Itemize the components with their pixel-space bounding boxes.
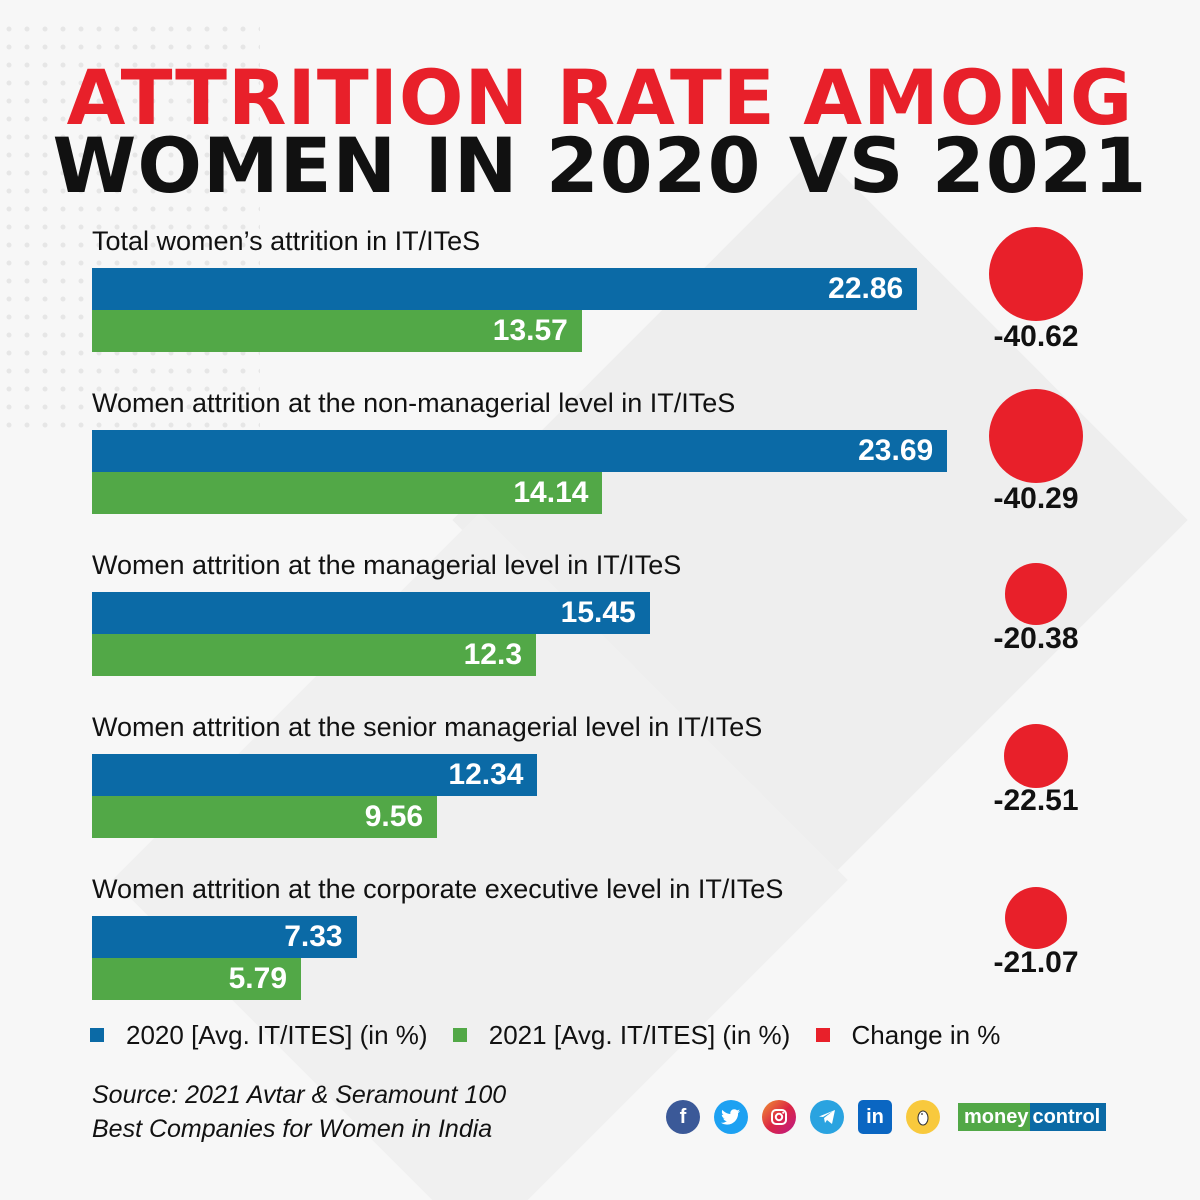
change-circle <box>988 388 1084 484</box>
legend-item-2020: 2020 [Avg. IT/ITES] (in %) <box>90 1020 428 1051</box>
change-value-label: -40.29 <box>993 482 1079 515</box>
category-label: Women attrition at the non-managerial le… <box>92 388 736 418</box>
bar-2021: 5.79 <box>92 958 302 1000</box>
legend-item-change: Change in % <box>815 1019 1001 1051</box>
source-line-2: Best Companies for Women in India <box>92 1115 493 1143</box>
bar-value-label-2020: 7.33 <box>284 920 343 953</box>
bar-value-label-2021: 5.79 <box>228 962 288 995</box>
title-line-2: WOMEN IN 2020 VS 2021 <box>52 121 1148 210</box>
legend-swatch-change <box>815 1028 830 1042</box>
bar-2020: 7.33 <box>92 916 357 958</box>
bar-2020: 12.34 <box>92 754 538 796</box>
bar-value-label-2021: 12.3 <box>463 638 523 671</box>
source-line-1: Source: 2021 Avtar & Seramount 100 <box>92 1081 507 1109</box>
social-links: f in money control <box>666 1100 1107 1134</box>
category-group: Women attrition at the senior managerial… <box>92 714 1112 864</box>
bar-value-label-2020: 23.69 <box>858 434 934 467</box>
bar-value-label-2020: 15.45 <box>560 596 636 629</box>
legend-item-2021: 2021 [Avg. IT/ITES] (in %) <box>452 1019 791 1051</box>
category-label: Total women’s attrition in IT/ITeS <box>92 226 481 256</box>
category-label: Women attrition at the senior managerial… <box>92 712 763 742</box>
change-value-label: -40.62 <box>993 320 1079 353</box>
change-circle <box>1003 723 1069 789</box>
facebook-icon[interactable]: f <box>666 1100 700 1134</box>
title-line-1: ATTRITION RATE AMONG <box>66 53 1134 142</box>
change-value-label: -21.07 <box>993 946 1079 979</box>
category-group: Women attrition at the non-managerial le… <box>92 388 1112 540</box>
legend: 2020 [Avg. IT/ITES] (in %) 2021 [Avg. IT… <box>90 1018 1018 1051</box>
legend-swatch-2020 <box>90 1028 104 1042</box>
bar-value-label-2021: 13.57 <box>492 314 568 347</box>
change-circle <box>1005 563 1067 625</box>
bar-2021: 14.14 <box>92 472 603 514</box>
dot-pattern <box>0 20 260 440</box>
category-group: Women attrition at the managerial level … <box>92 552 1112 702</box>
bar-2020: 23.69 <box>92 430 948 472</box>
category-label: Women attrition at the managerial level … <box>92 550 682 580</box>
brand-control: control <box>1030 1103 1107 1131</box>
change-circle <box>1004 886 1068 950</box>
bar-2021: 12.3 <box>92 634 537 676</box>
bar-2020: 15.45 <box>92 592 650 634</box>
linkedin-icon[interactable]: in <box>858 1100 892 1134</box>
category-group: Women attrition at the corporate executi… <box>92 876 1112 1026</box>
category-group: Total women’s attrition in IT/ITeS 22.86 1… <box>92 226 1112 378</box>
legend-swatch-2021 <box>452 1028 467 1042</box>
category-label: Women attrition at the corporate executi… <box>92 874 784 904</box>
legend-label-2020: 2020 [Avg. IT/ITES] (in %) <box>126 1019 428 1050</box>
koo-icon[interactable] <box>906 1100 940 1134</box>
source-note: Source: 2021 Avtar & Seramount 100 Best … <box>92 1078 506 1146</box>
moneycontrol-logo[interactable]: money control <box>958 1103 1107 1131</box>
telegram-icon[interactable] <box>810 1100 844 1134</box>
change-circle <box>988 226 1084 322</box>
legend-label-2021: 2021 [Avg. IT/ITES] (in %) <box>488 1019 791 1050</box>
bar-value-label-2021: 9.56 <box>364 800 424 833</box>
bar-value-label-2020: 22.86 <box>828 272 904 305</box>
instagram-icon[interactable] <box>762 1100 796 1134</box>
change-value-label: -22.51 <box>993 784 1079 817</box>
legend-label-change: Change in % <box>851 1019 1001 1050</box>
bar-2021: 9.56 <box>92 796 438 838</box>
brand-money: money <box>958 1103 1031 1131</box>
bar-value-label-2020: 12.34 <box>448 758 524 791</box>
twitter-icon[interactable] <box>714 1100 748 1134</box>
bar-2020: 22.86 <box>92 268 918 310</box>
bar-value-label-2021: 14.14 <box>513 476 589 509</box>
bar-2021: 13.57 <box>92 310 582 352</box>
change-value-label: -20.38 <box>993 622 1079 655</box>
